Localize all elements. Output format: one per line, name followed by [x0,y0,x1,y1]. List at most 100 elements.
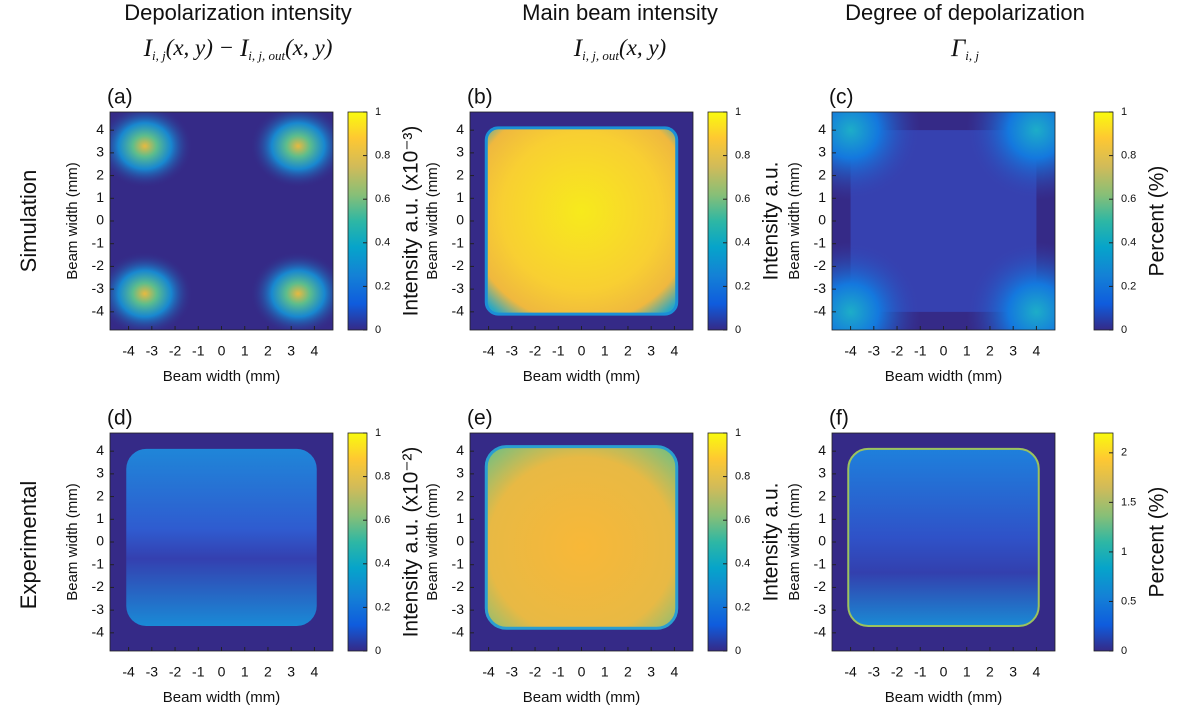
x-tick-label: -1 [914,343,927,359]
x-tick-label: 2 [624,343,632,359]
colorbar-tick-label: 1 [1121,546,1127,558]
beam [484,445,679,630]
formula-base: I [573,35,584,62]
x-axis-label: Beam width (mm) [163,368,281,385]
colorbar [1093,111,1114,331]
x-tick-label: 4 [671,343,679,359]
colorbar-tick-label: 0.4 [375,237,390,249]
colorbar [707,111,728,331]
colorbar-tick-label: 0.5 [1121,595,1136,607]
y-tick-label: 0 [96,212,104,228]
y-tick-label: -3 [452,601,465,617]
x-tick-label: -4 [122,343,135,359]
x-tick-label: 4 [671,664,679,680]
colorbar [347,111,368,331]
y-tick-label: 3 [96,465,104,481]
panel-label: (e) [467,407,493,430]
heat-blob [250,251,333,330]
heatmap [110,112,333,330]
colorbar-tick-label: 1 [375,427,381,439]
y-tick-label: 1 [818,189,826,205]
heatmap [126,448,317,627]
y-tick-label: -1 [92,555,105,571]
y-tick-label: 0 [456,533,464,549]
heatmap [484,126,679,316]
x-tick-label: -4 [482,664,495,680]
y-tick-label: 3 [96,144,104,160]
formula-sub: i, j [965,48,979,63]
beam [126,448,317,627]
x-tick-label: 4 [311,343,319,359]
heat-blob [832,241,921,330]
colorbar-label: Percent (%) [1146,487,1169,598]
heat-blob [966,241,1055,330]
y-tick-label: 1 [456,189,464,205]
y-tick-label: -4 [92,624,105,640]
heat-blob [110,112,193,189]
colorbar-label: Intensity a.u. (x10⁻³) [400,126,423,317]
colorbar-tick-label: 0.8 [735,471,750,483]
y-tick-label: 4 [456,442,464,458]
y-tick-label: 2 [456,487,464,503]
formula-base: Γ [950,35,967,62]
colorbar-tick-label: 0.6 [375,193,390,205]
colorbar-tick-label: 0.6 [735,514,750,526]
x-tick-label: -3 [868,343,881,359]
y-tick-label: -4 [92,303,105,319]
y-tick-label: 4 [96,121,104,137]
colorbar [707,432,728,652]
row-label: Experimental [16,481,41,609]
x-tick-label: 3 [287,343,295,359]
colorbar-tick-label: 0 [735,645,741,657]
y-tick-label: 0 [818,533,826,549]
y-tick-label: 1 [818,510,826,526]
formula-sub: i, j, out [248,48,285,63]
x-tick-label: 1 [601,343,609,359]
colorbar-tick-label: 0.2 [375,280,390,292]
x-tick-label: 1 [963,343,971,359]
colorbar-tick-label: 1.5 [1121,496,1136,508]
x-tick-label: 0 [578,664,586,680]
colorbar-tick-label: 0.4 [735,237,750,249]
x-tick-label: -4 [844,343,857,359]
y-tick-label: -3 [92,601,105,617]
colorbar-tick-label: 0.6 [375,514,390,526]
formula: Ii, j, out(x, y) [573,35,666,63]
colorbar-tick-label: 1 [1121,106,1127,118]
colorbar-tick-label: 0.4 [1121,237,1136,249]
y-tick-label: 3 [456,465,464,481]
x-tick-label: 4 [1033,664,1041,680]
x-tick-label: -2 [891,343,904,359]
x-tick-label: 1 [963,664,971,680]
x-tick-label: -2 [529,664,542,680]
colorbar-tick-label: 0.8 [375,471,390,483]
heatmap [847,447,1040,628]
x-tick-label: 1 [241,343,249,359]
colorbar-label: Percent (%) [1146,166,1169,277]
formula: Ii, j(x, y) − Ii, j, out(x, y) [143,35,333,63]
x-tick-label: -3 [506,664,519,680]
x-tick-label: 2 [986,664,994,680]
y-tick-label: 0 [456,212,464,228]
x-tick-label: -3 [146,343,159,359]
x-tick-label: 0 [940,664,948,680]
heat-blob [110,251,193,330]
formula-sub: i, j, out [582,48,619,63]
y-axis-label: Beam width (mm) [64,483,81,601]
colorbar-tick-label: 1 [735,106,741,118]
panel-label: (a) [107,86,133,109]
x-axis-label: Beam width (mm) [523,368,641,385]
y-tick-label: -3 [814,601,827,617]
colorbar-label: Intensity a.u. [760,482,783,601]
colorbar-tick-label: 0.2 [375,601,390,613]
y-tick-label: 0 [96,533,104,549]
column-title: Degree of depolarization [845,0,1085,25]
y-tick-label: 1 [96,510,104,526]
colorbar-tick-label: 1 [735,427,741,439]
panel-label: (c) [829,86,854,109]
x-tick-label: -1 [914,664,927,680]
colorbar-tick-label: 0.2 [735,601,750,613]
x-tick-label: 0 [218,343,226,359]
y-tick-label: -2 [92,257,105,273]
